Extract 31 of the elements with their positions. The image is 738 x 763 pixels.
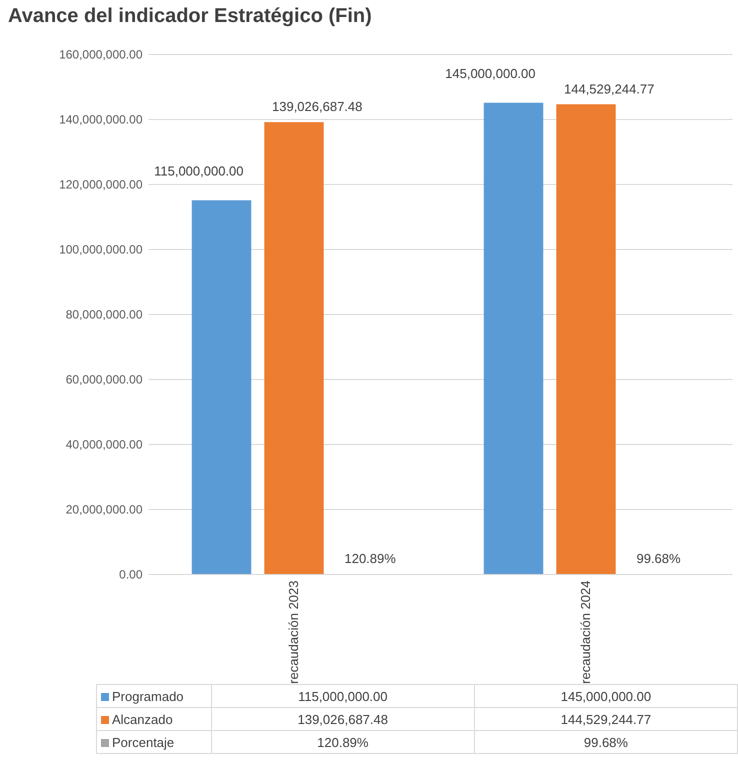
- data-label: 99.68%: [474, 730, 738, 754]
- x-tick-label: recaudación 2024: [578, 580, 593, 684]
- y-tick-label: 140,000,000.00: [59, 112, 143, 126]
- text: 99.68%: [636, 551, 681, 566]
- y-tick-label: 20,000,000.00: [66, 502, 143, 516]
- text: 139,026,687.48: [272, 99, 362, 114]
- data-label: 120.89%: [211, 730, 474, 754]
- text: 144,529,244.77: [564, 81, 654, 96]
- y-tick-label: 160,000,000.00: [59, 48, 143, 62]
- y-tick-label: 0.00: [119, 568, 143, 582]
- data-label: 145,000,000.00: [474, 684, 738, 708]
- y-tick-label: 40,000,000.00: [66, 438, 143, 452]
- legend-label: Alcanzado: [96, 708, 212, 730]
- legend-label: Porcentaje: [96, 730, 212, 754]
- text: 145,000,000.00: [445, 66, 536, 81]
- y-tick-label: 60,000,000.00: [66, 372, 143, 386]
- legend-label: Programado: [96, 684, 212, 708]
- chart-title: Avance del indicador Estratégico (Fin): [8, 5, 372, 27]
- bar: [192, 200, 252, 574]
- y-tick-label: 120,000,000.00: [59, 178, 143, 192]
- data-label: 144,529,244.77: [474, 708, 738, 730]
- data-label: 115,000,000.00: [211, 684, 474, 708]
- bar: [484, 102, 544, 574]
- text: 115,000,000.00: [154, 163, 244, 178]
- data-label: 139,026,687.48: [211, 708, 474, 730]
- y-tick-label: 100,000,000.00: [59, 242, 143, 256]
- x-tick-label: recaudación 2023: [286, 580, 301, 684]
- text: 120.89%: [344, 551, 396, 566]
- y-tick-label: 80,000,000.00: [66, 308, 143, 322]
- bar: [556, 104, 616, 574]
- bar: [264, 122, 324, 574]
